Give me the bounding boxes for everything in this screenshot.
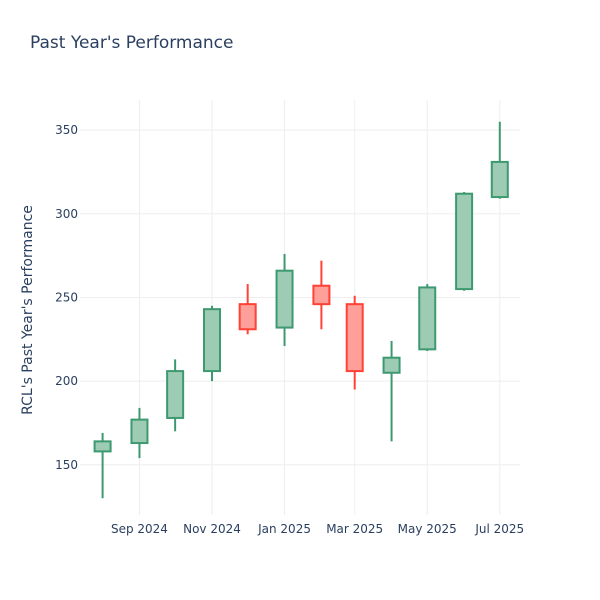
candle-increasing xyxy=(418,284,437,352)
candle-increasing xyxy=(275,253,294,346)
candle-body xyxy=(130,418,149,445)
candle-body xyxy=(203,308,221,373)
candle-increasing xyxy=(490,121,509,199)
y-axis-ticks: 150 200 250 300 350 xyxy=(55,123,78,472)
candle-body xyxy=(93,440,112,453)
candle-body xyxy=(490,160,509,199)
candles xyxy=(93,121,509,499)
candle-body xyxy=(418,286,437,351)
candle-increasing xyxy=(455,192,474,291)
candle-body xyxy=(345,303,364,373)
candle-body xyxy=(455,192,474,291)
candle-increasing xyxy=(203,305,221,382)
x-axis-ticks: Sep 2024 Nov 2024 Jan 2025 Mar 2025 May 2025… xyxy=(111,522,524,536)
candle-increasing xyxy=(166,359,185,432)
candle-body xyxy=(166,370,185,419)
y-tick-label: 350 xyxy=(55,123,78,137)
candle-decreasing xyxy=(238,284,257,335)
x-tick-label: May 2025 xyxy=(398,522,457,536)
y-tick-label: 200 xyxy=(55,374,78,388)
x-tick-label: Sep 2024 xyxy=(111,522,168,536)
chart-title: Past Year's Performance xyxy=(30,33,234,53)
y-tick-label: 150 xyxy=(55,458,78,472)
y-tick-label: 300 xyxy=(55,207,78,221)
candle-decreasing xyxy=(312,260,331,330)
candle-body xyxy=(275,269,294,329)
candle-body xyxy=(382,356,401,374)
x-tick-label: Jan 2025 xyxy=(257,522,311,536)
y-tick-label: 250 xyxy=(55,290,78,304)
candle-increasing xyxy=(130,407,149,459)
x-tick-label: Mar 2025 xyxy=(326,522,383,536)
y-axis-title: RCL's Past Year's Performance xyxy=(20,205,36,415)
x-tick-label: Nov 2024 xyxy=(183,522,241,536)
candle-increasing xyxy=(382,340,401,442)
candle-body xyxy=(238,303,257,331)
candle-decreasing xyxy=(345,295,364,390)
candle-body xyxy=(312,284,331,306)
candle-increasing xyxy=(93,433,112,499)
grid-lines xyxy=(80,100,520,515)
x-tick-label: Jul 2025 xyxy=(474,522,524,536)
